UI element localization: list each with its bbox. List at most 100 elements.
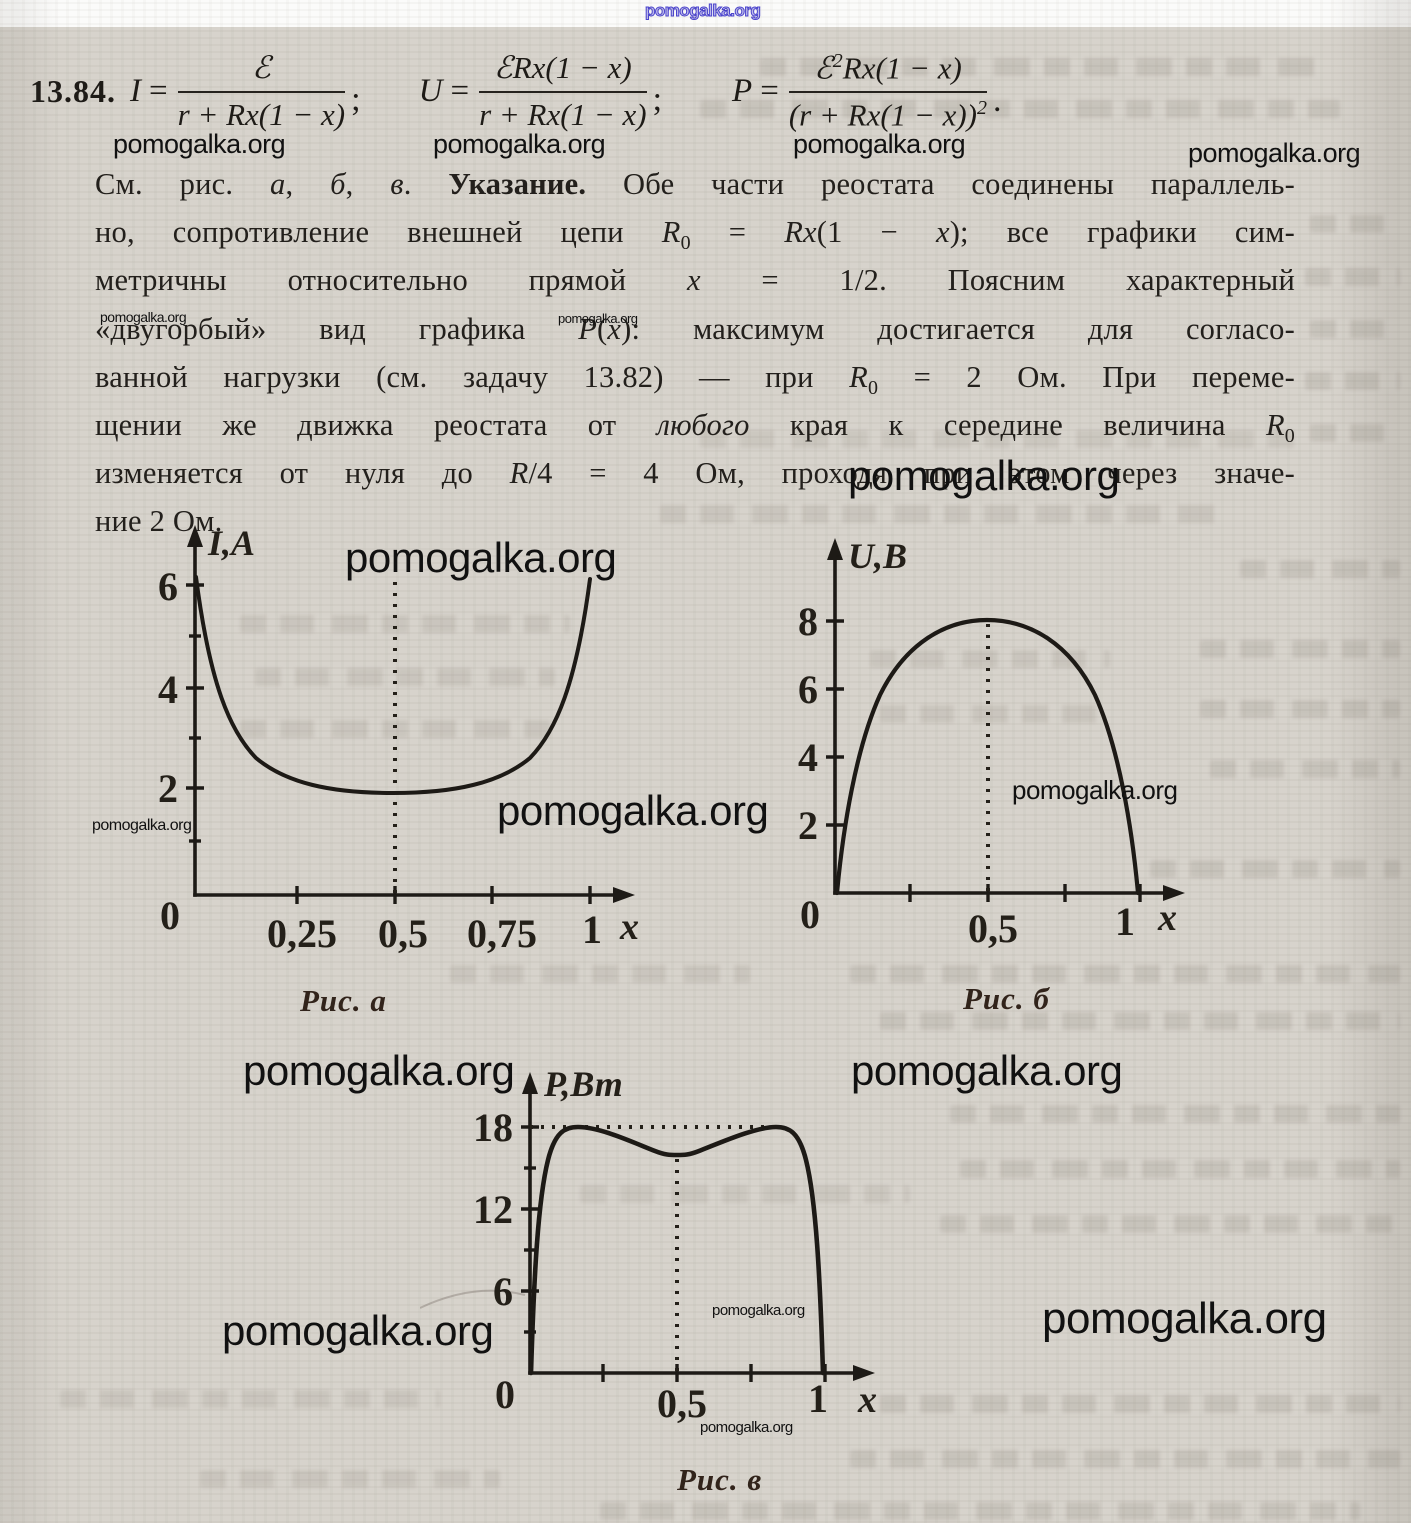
bleed-through-row: [1150, 860, 1400, 878]
figure-b-curve: [834, 617, 1141, 896]
numerator: ℰ2Rx(1 − x): [788, 50, 987, 94]
fraction: ℰRx(1 − x) r + Rx(1 − x): [479, 50, 647, 133]
text-line: метричны относительно прямой x = 1/2. По…: [95, 263, 1295, 298]
bleed-through-row: [660, 505, 1220, 523]
formula-lhs: P =: [732, 73, 779, 110]
figure-a-curve: [194, 575, 592, 796]
watermark: pomogalka.org: [345, 534, 617, 581]
watermark: pomogalka.org: [848, 452, 1120, 499]
figure-v-xtick: 0,5: [657, 1381, 707, 1425]
bleed-through-row: [880, 1395, 1400, 1413]
text-line: «двугорбый» вид графика P(x): максимум д…: [95, 311, 1295, 346]
figure-a-xtick: 0,25: [267, 911, 337, 956]
figure-v-labels: P,Вт 6 12 18 0 0,5 1 x: [473, 1064, 877, 1425]
formula-power: P = ℰ2Rx(1 − x) (r + Rx(1 − x))2 .: [732, 50, 1001, 134]
watermark: pomogalka.org: [243, 1047, 515, 1094]
formula-lhs: U =: [418, 73, 470, 110]
figure-a-labels: I,A 2 4 6 0 0,25 0,5 0,75 1 x: [158, 523, 639, 956]
figure-a-xtick: 1: [582, 907, 602, 952]
figure-a-ytick: 4: [158, 667, 178, 712]
watermark: pomogalka.org: [712, 1302, 805, 1319]
bleed-through-row: [850, 1450, 1400, 1468]
denominator: (r + Rx(1 − x))2: [788, 97, 987, 133]
figure-v-ytick: 6: [493, 1269, 513, 1314]
separator: ;: [652, 81, 663, 119]
text-line: изменяется от нуля до R/4 = 4 Ом, проход…: [95, 456, 1295, 491]
bleed-through-row: [580, 1185, 910, 1203]
formula-current: I = ℰ r + Rx(1 − x) ;: [130, 50, 361, 133]
bleed-through-row: [940, 1215, 1400, 1233]
bleed-through-row: [600, 1502, 1360, 1520]
bleed-through-row: [1210, 760, 1400, 778]
bleed-through-row: [960, 1160, 1400, 1178]
bleed-through-row: [1310, 215, 1400, 233]
bleed-through-row: [1305, 268, 1400, 286]
bleed-through-row: [200, 1470, 500, 1488]
bleed-through-row: [1240, 560, 1400, 578]
figure-a-plot: I,A 2 4 6 0 0,25 0,5 0,75 1 x: [158, 523, 639, 956]
figure-b-axes: [826, 538, 1185, 902]
separator: ;: [351, 81, 361, 119]
watermark: pomogalka.org: [851, 1047, 1123, 1094]
bleed-through-row: [450, 965, 750, 983]
text-line: но, сопротивление внешней цепи R0 = Rx(1…: [95, 215, 1295, 255]
figure-a-xtick: 0,75: [467, 911, 537, 956]
formula-lhs: I =: [130, 73, 168, 110]
figure-v-curve: [528, 1124, 826, 1376]
bleed-through-row: [950, 1105, 1400, 1123]
figure-a-xtick: 0,5: [378, 911, 428, 956]
figure-b-ytick: 8: [798, 599, 818, 644]
formula-voltage: U = ℰRx(1 − x) r + Rx(1 − x) ;: [419, 50, 662, 133]
bleed-through-row: [880, 1012, 1400, 1030]
watermark: pomogalka.org: [793, 129, 966, 159]
watermark: pomogalka.org: [644, 1, 761, 20]
scan-top-margin: [0, 0, 1411, 27]
watermark: pomogalka.org: [100, 309, 187, 325]
figure-v-caption: Рис. в: [677, 1462, 763, 1497]
figure-a-xvar: x: [619, 906, 639, 948]
watermark: pomogalka.org: [1012, 775, 1178, 805]
watermark: pomogalka.org: [1188, 138, 1361, 168]
watermark: pomogalka.org: [113, 129, 286, 159]
bleed-through-row: [240, 720, 560, 738]
figure-v-xtick: 1: [808, 1376, 828, 1421]
figure-v-origin: 0: [495, 1372, 515, 1417]
watermark: pomogalka.org: [497, 787, 769, 834]
bleed-through-row: [60, 1390, 440, 1408]
text-line: ние 2 Ом.: [95, 504, 223, 539]
watermark: pomogalka.org: [558, 311, 638, 326]
figure-b-ytick: 4: [798, 735, 818, 780]
figure-a-ylabel: I,A: [207, 523, 255, 563]
bleed-through-row: [700, 430, 1300, 448]
bleed-through-row: [1310, 424, 1400, 442]
bleed-through-row: [1200, 700, 1400, 718]
problem-number: 13.84.: [30, 73, 116, 110]
figure-b-xvar: x: [1157, 897, 1177, 939]
bleed-through-row: [760, 58, 1320, 76]
bleed-through-row: [850, 965, 1400, 983]
solution-text: См. рис. а, б, в. Указание. Обе части ре…: [95, 160, 1295, 546]
bleed-through-row: [240, 615, 570, 633]
figure-v-xvar: x: [857, 1379, 877, 1421]
watermark: pomogalka.org: [222, 1307, 494, 1354]
text-line: См. рис. а, б, в. Указание. Обе части ре…: [95, 167, 1295, 201]
bleed-through-row: [1310, 320, 1400, 338]
numerator: ℰ: [177, 50, 346, 94]
figure-v-ytick: 18: [473, 1105, 513, 1150]
figure-b-plot: U,В 2 4 6 8 0 0,5 1 x: [798, 536, 1185, 951]
bleed-through-row: [255, 668, 555, 686]
watermark: pomogalka.org: [92, 817, 192, 834]
bleed-through-row: [1200, 640, 1400, 658]
figure-b-ytick: 6: [798, 667, 818, 712]
figure-b-xtick: 1: [1115, 899, 1135, 944]
figure-b-xtick: 0,5: [968, 906, 1018, 951]
figure-b-ylabel: U,В: [848, 536, 907, 576]
separator: .: [992, 81, 1002, 119]
solution-formulas: 13.84. I = ℰ r + Rx(1 − x) ; U = ℰRx(1 − x…: [30, 50, 1001, 134]
bleed-through-row: [700, 100, 1340, 118]
bleed-through-row: [1305, 372, 1400, 390]
text-line: щении же движка реостата от любого края …: [95, 407, 1295, 448]
denominator: r + Rx(1 − x): [479, 97, 647, 133]
figure-a-axes: [186, 525, 635, 904]
figure-a-origin: 0: [160, 893, 180, 938]
